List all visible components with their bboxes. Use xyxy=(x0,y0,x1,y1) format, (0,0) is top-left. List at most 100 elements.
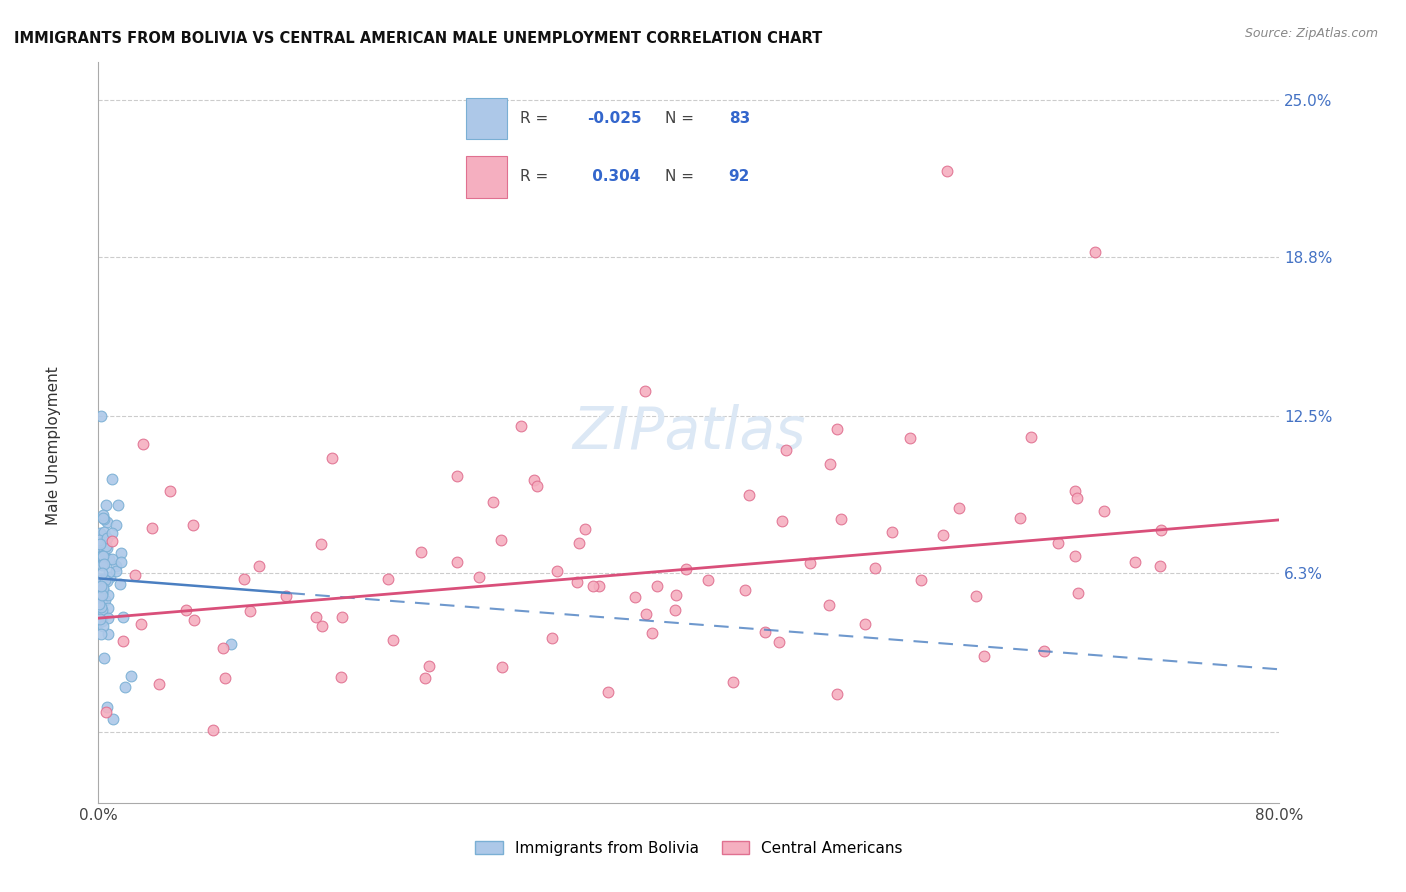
Point xyxy=(90,579,112,593)
Point xyxy=(174,602,197,616)
Point xyxy=(104,517,127,532)
Point xyxy=(211,640,233,655)
Point xyxy=(965,589,987,603)
Point xyxy=(94,499,117,513)
Point xyxy=(214,671,236,685)
Point xyxy=(101,552,124,566)
Point xyxy=(90,627,112,641)
Point xyxy=(526,479,548,493)
Point xyxy=(647,579,669,593)
Point xyxy=(101,472,124,486)
Point xyxy=(309,537,332,551)
Point xyxy=(93,543,115,558)
Point xyxy=(330,670,353,684)
Point xyxy=(96,574,118,588)
Point xyxy=(973,649,995,664)
Point xyxy=(1150,523,1173,537)
Point xyxy=(377,572,399,586)
Point xyxy=(446,468,468,483)
Point xyxy=(94,573,117,587)
Point xyxy=(675,562,697,576)
Point xyxy=(596,685,619,699)
Point xyxy=(574,523,596,537)
Point xyxy=(91,586,114,600)
Point xyxy=(665,588,688,602)
Point xyxy=(1123,555,1146,569)
Point xyxy=(89,597,111,611)
Point xyxy=(96,627,118,641)
Point xyxy=(568,536,591,550)
Point xyxy=(321,451,343,466)
Point xyxy=(148,677,170,691)
Point xyxy=(90,549,112,563)
Point xyxy=(93,529,115,543)
Point xyxy=(110,546,132,560)
Point xyxy=(664,603,686,617)
Point xyxy=(818,457,841,471)
Point xyxy=(91,607,114,622)
Point xyxy=(101,525,124,540)
Point xyxy=(311,619,333,633)
Point xyxy=(1066,491,1088,505)
Point xyxy=(107,498,129,512)
Point xyxy=(91,556,114,570)
Point xyxy=(91,572,114,586)
Point xyxy=(97,552,120,566)
Point xyxy=(304,609,326,624)
Point xyxy=(247,559,270,574)
Point xyxy=(413,671,436,685)
Point xyxy=(91,591,114,606)
Point xyxy=(799,556,821,570)
Text: ZIPatlas: ZIPatlas xyxy=(572,404,806,461)
Point xyxy=(734,583,756,598)
Point xyxy=(91,582,114,596)
Point xyxy=(634,384,657,398)
Point xyxy=(89,544,111,558)
Point xyxy=(825,687,848,701)
Point xyxy=(181,518,204,533)
Point xyxy=(111,633,134,648)
Point xyxy=(1019,430,1042,444)
Point xyxy=(89,612,111,626)
Point xyxy=(89,590,111,604)
Point xyxy=(1064,549,1087,563)
Point xyxy=(141,521,163,535)
Point xyxy=(1084,244,1107,259)
Point xyxy=(582,579,605,593)
Point xyxy=(105,564,128,578)
Point xyxy=(239,604,262,618)
Point xyxy=(818,598,841,612)
Point xyxy=(90,580,112,594)
Text: Male Unemployment: Male Unemployment xyxy=(46,367,60,525)
Point xyxy=(588,579,610,593)
Point xyxy=(90,549,112,563)
Point xyxy=(233,572,256,586)
Point xyxy=(1092,504,1115,518)
Point xyxy=(93,650,115,665)
Point xyxy=(93,512,115,526)
Point xyxy=(98,565,121,579)
Point xyxy=(89,605,111,619)
Point xyxy=(91,603,114,617)
Point xyxy=(482,494,505,508)
Point xyxy=(1010,510,1032,524)
Point xyxy=(898,431,921,445)
Point xyxy=(94,538,117,552)
Point xyxy=(91,619,114,633)
Point xyxy=(409,544,432,558)
Point xyxy=(93,524,115,539)
Point xyxy=(89,574,111,588)
Point xyxy=(89,537,111,551)
Point xyxy=(114,680,136,694)
Point xyxy=(754,625,776,640)
Point xyxy=(90,614,112,628)
Point xyxy=(90,584,112,599)
Point xyxy=(330,609,353,624)
Point xyxy=(91,549,114,563)
Point xyxy=(565,575,588,590)
Point xyxy=(89,578,111,592)
Point xyxy=(90,599,112,614)
Point xyxy=(546,564,568,578)
Text: Source: ZipAtlas.com: Source: ZipAtlas.com xyxy=(1244,27,1378,40)
Point xyxy=(96,515,118,529)
